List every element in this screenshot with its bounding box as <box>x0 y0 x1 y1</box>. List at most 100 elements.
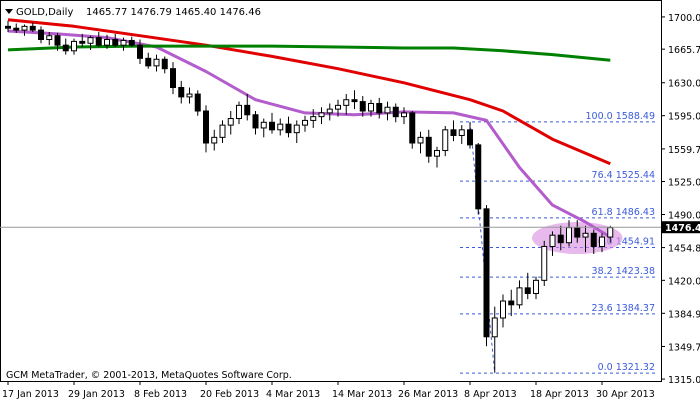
time-tick-label: 29 Jan 2013 <box>68 389 125 400</box>
price-axis: 1700.00 1665.75 1630.05 1595.00 1559.70 1525.… <box>661 13 700 386</box>
candle-body <box>401 112 407 118</box>
candle-body <box>409 112 416 144</box>
candle-body <box>368 102 374 112</box>
price-tick-label: 1700.00 <box>668 13 700 24</box>
fib-trend-line <box>469 121 496 374</box>
candle-body <box>285 123 292 134</box>
candle-body <box>252 114 259 129</box>
candle-body <box>227 118 234 126</box>
candle-body <box>343 99 350 106</box>
current-price-label: 1476.46 <box>665 223 700 234</box>
candle-body <box>112 39 119 46</box>
ma-line-ma_slow <box>7 44 611 62</box>
current-price-box <box>662 221 700 234</box>
price-tick-label: 1420.00 <box>668 276 700 287</box>
candle-body <box>178 86 185 98</box>
price-tick-label: 1349.70 <box>668 342 700 353</box>
current-price: 1476.46 <box>0 221 700 234</box>
candle-body <box>467 129 473 146</box>
candle-body <box>79 40 86 44</box>
menu-triangle-icon[interactable] <box>5 9 13 14</box>
candle-body <box>5 25 11 29</box>
time-tick-label: 4 Mar 2013 <box>266 389 320 400</box>
time-tick-label: 30 Apr 2013 <box>596 389 655 400</box>
candle-body <box>211 136 218 144</box>
candle-body <box>194 93 201 112</box>
symbol-label: GOLD,Daily <box>16 7 73 18</box>
candle-body <box>71 40 77 52</box>
fib-level-label: 0.0 1321.32 <box>598 362 655 373</box>
candle-body <box>549 234 556 247</box>
candle-body <box>491 317 498 338</box>
candle-body <box>326 108 333 114</box>
candle-body <box>128 39 135 46</box>
price-tick-label: 1595.00 <box>668 112 700 123</box>
candle-body <box>219 124 226 138</box>
candle-body <box>508 300 515 306</box>
fib-level-label: 61.8 1486.43 <box>592 207 655 218</box>
candle-body <box>434 150 440 157</box>
time-tick-label: 18 Apr 2013 <box>530 389 589 400</box>
time-tick-label: 8 Feb 2013 <box>134 389 187 400</box>
candle-body <box>277 123 284 131</box>
candle-body <box>293 124 300 134</box>
fib-level-label: 100.0 1588.49 <box>585 111 655 122</box>
candle-body <box>458 129 465 136</box>
candle-body <box>104 39 110 46</box>
candle-body <box>376 102 383 114</box>
candle-body <box>95 37 102 46</box>
time-tick-label: 20 Feb 2013 <box>200 389 259 400</box>
candle-body <box>170 68 176 88</box>
candle-body <box>236 104 242 120</box>
candle-body <box>607 227 614 238</box>
price-tick-label: 1630.05 <box>668 79 700 90</box>
candle-body <box>260 121 267 129</box>
candle-body <box>203 110 209 144</box>
candle-body <box>533 279 539 295</box>
price-tick-label: 1454.80 <box>668 244 700 255</box>
time-tick-label: 14 Mar 2013 <box>332 389 392 400</box>
candle-body <box>54 35 61 46</box>
candle-body <box>442 129 449 152</box>
copyright-text: GCM MetaTrader, © 2001-2013, MetaQuotes … <box>6 370 292 381</box>
time-tick-label: 8 Apr 2013 <box>464 389 517 400</box>
candle-body <box>450 129 457 136</box>
candle-body <box>590 232 597 247</box>
plot-frame <box>0 0 662 382</box>
fib-level-label: 76.4 1525.44 <box>592 170 655 181</box>
candle-body <box>29 25 36 31</box>
candle-body <box>524 287 531 295</box>
candle-body <box>516 287 523 306</box>
candle-body <box>384 106 391 114</box>
candle-body <box>13 27 20 31</box>
candle-body <box>310 116 317 121</box>
candle-body <box>359 101 366 112</box>
candle-body <box>302 119 308 126</box>
candle-body <box>186 93 193 98</box>
candle-body <box>21 25 28 31</box>
candle-body <box>582 232 589 238</box>
time-axis: 17 Jan 2013 29 Jan 2013 8 Feb 2013 20 Feb 2… <box>2 381 655 400</box>
candle-body <box>475 144 482 210</box>
candles <box>5 20 614 373</box>
candle-body <box>335 104 341 110</box>
price-tick-label: 1315.05 <box>668 375 700 386</box>
price-tick-label: 1525.05 <box>668 178 700 189</box>
time-tick-label: 17 Jan 2013 <box>2 389 59 400</box>
candle-body <box>599 236 605 247</box>
candle-body <box>557 234 564 244</box>
candle-body <box>318 112 325 118</box>
chart-header: GOLD,Daily 1465.77 1476.79 1465.40 1476.… <box>5 7 261 18</box>
candle-body <box>425 136 432 157</box>
candle-body <box>541 245 548 281</box>
ohlc-values: 1465.77 1476.79 1465.40 1476.46 <box>86 7 261 18</box>
candle-body <box>574 227 581 238</box>
candle-body <box>566 227 572 244</box>
candle-body <box>161 58 168 70</box>
candle-body <box>244 104 251 116</box>
price-tick-label: 1559.70 <box>668 145 700 156</box>
fib-level-label: 23.6 1384.37 <box>592 303 655 314</box>
candle-body <box>269 121 275 131</box>
